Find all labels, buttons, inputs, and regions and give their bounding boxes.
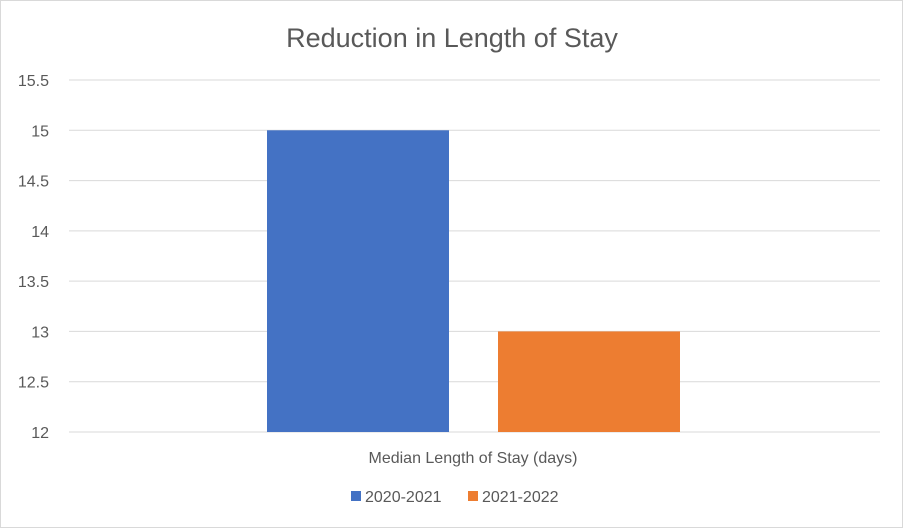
bar-2020-2021 xyxy=(267,130,449,433)
y-tick-label: 15 xyxy=(31,123,49,140)
gridlines xyxy=(69,79,880,433)
y-tick-label: 12 xyxy=(31,425,49,442)
y-tick-label: 14 xyxy=(31,224,49,241)
y-tick-label: 12.5 xyxy=(18,375,49,392)
y-axis-ticks: 12 12.5 13 13.5 14 14.5 15 15.5 xyxy=(18,73,49,442)
y-tick-label: 13.5 xyxy=(18,274,49,291)
legend-label: 2021-2022 xyxy=(482,489,559,506)
legend-swatch xyxy=(351,491,361,501)
y-tick-label: 15.5 xyxy=(18,73,49,90)
bars xyxy=(267,130,680,433)
legend-label: 2020-2021 xyxy=(365,489,442,506)
y-tick-label: 13 xyxy=(31,324,49,341)
chart-title: Reduction in Length of Stay xyxy=(286,23,618,53)
legend-swatch xyxy=(468,491,478,501)
y-tick-label: 14.5 xyxy=(18,174,49,191)
bar-2021-2022 xyxy=(498,331,680,432)
legend: 2020-2021 2021-2022 xyxy=(351,489,559,506)
x-category-label: Median Length of Stay (days) xyxy=(368,450,577,467)
